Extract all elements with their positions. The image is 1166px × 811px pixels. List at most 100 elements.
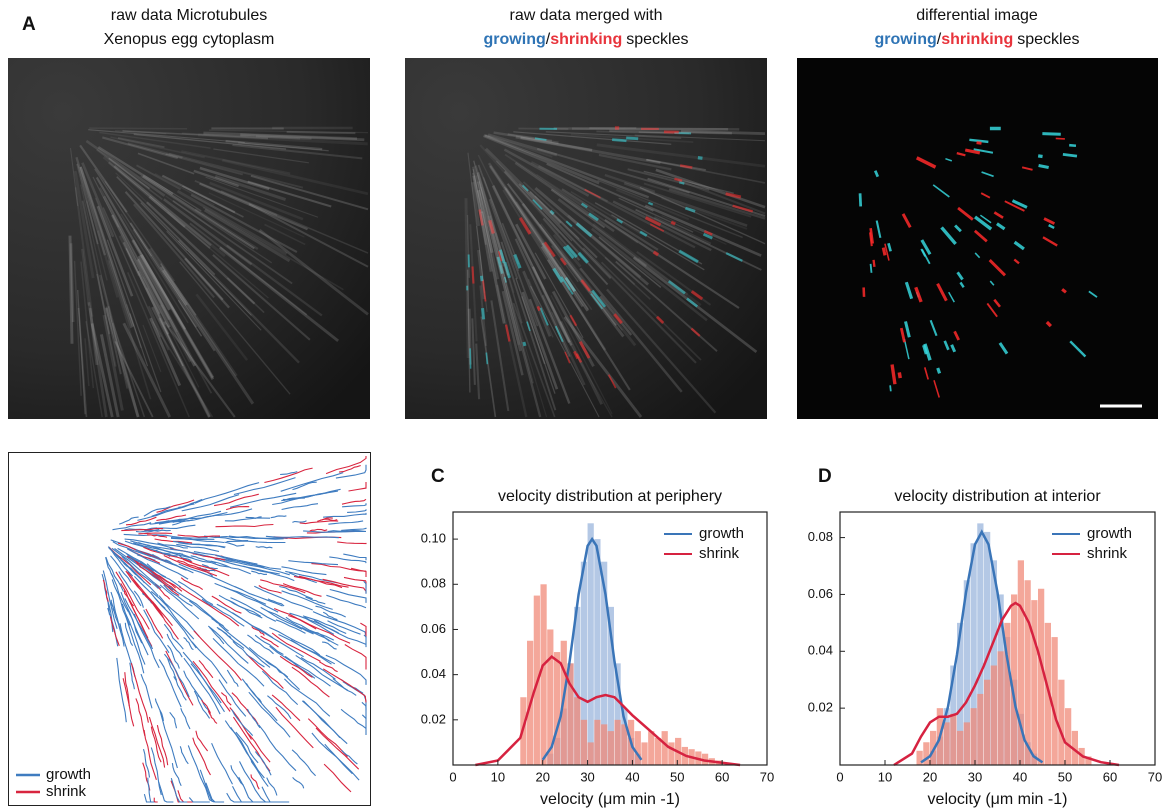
- speckle: [1042, 236, 1058, 247]
- track: [156, 514, 187, 522]
- track: [146, 563, 182, 588]
- track: [154, 583, 171, 600]
- track: [322, 668, 367, 703]
- streak: [165, 195, 213, 229]
- track: [262, 670, 299, 706]
- streak: [159, 266, 255, 405]
- x-tick-label: 60: [1103, 769, 1117, 784]
- streak: [102, 207, 162, 338]
- speckle: [521, 184, 529, 192]
- streak: [205, 176, 319, 218]
- speckle: [667, 280, 686, 295]
- histogram-bar: [957, 622, 964, 765]
- streak: [159, 304, 192, 363]
- streak: [618, 197, 694, 233]
- streak: [102, 136, 179, 160]
- track: [329, 588, 367, 603]
- track: [251, 570, 268, 575]
- track: [210, 560, 252, 575]
- speckle: [996, 222, 1006, 231]
- streak: [644, 204, 762, 257]
- speckle: [1045, 320, 1053, 328]
- streak: [240, 133, 365, 142]
- track: [108, 547, 159, 597]
- track: [182, 558, 230, 577]
- speckle: [725, 192, 742, 199]
- streak: [140, 254, 215, 379]
- track: [347, 509, 367, 513]
- title-part: Xenopus egg cytoplasm: [104, 31, 275, 48]
- title-part: differential image: [916, 7, 1038, 24]
- track: [300, 657, 336, 680]
- track: [214, 493, 259, 507]
- streak: [96, 148, 163, 201]
- track: [129, 662, 135, 690]
- track: [302, 615, 347, 635]
- speckle: [873, 170, 880, 178]
- track: [271, 632, 321, 662]
- track: [325, 654, 367, 685]
- streak: [655, 168, 766, 209]
- track: [188, 797, 210, 803]
- track: [144, 529, 171, 532]
- track: [192, 737, 211, 776]
- track: [183, 657, 221, 715]
- streak: [140, 175, 273, 264]
- streak: [102, 195, 171, 321]
- speckle: [543, 241, 556, 258]
- histogram-bar: [1044, 622, 1051, 765]
- track: [143, 729, 157, 780]
- track: [158, 595, 200, 637]
- histogram-bar: [963, 722, 970, 765]
- track: [226, 792, 246, 803]
- streak: [485, 133, 553, 158]
- streak: [108, 157, 150, 190]
- track: [182, 651, 222, 704]
- streak: [172, 200, 293, 285]
- track: [350, 567, 367, 577]
- streak: [471, 318, 476, 385]
- streak: [92, 176, 120, 228]
- streak: [69, 243, 75, 323]
- streak: [506, 183, 617, 326]
- streak: [232, 143, 363, 160]
- histogram-bar: [1011, 594, 1018, 765]
- track: [194, 482, 260, 504]
- streak: [226, 244, 323, 317]
- track: [137, 502, 195, 521]
- track: [281, 488, 341, 502]
- streak: [250, 174, 369, 211]
- streak: [116, 176, 216, 276]
- streak: [126, 271, 190, 418]
- track: [207, 625, 249, 664]
- track: [295, 654, 349, 691]
- track: [246, 708, 261, 729]
- streak: [96, 230, 119, 298]
- streak: [160, 263, 197, 316]
- track: [326, 594, 367, 609]
- speckle: [496, 256, 504, 274]
- title-part: shrinking: [550, 31, 622, 48]
- track: [102, 570, 118, 629]
- track: [212, 638, 265, 687]
- track: [130, 662, 149, 723]
- streak: [255, 135, 312, 141]
- streak: [567, 214, 642, 279]
- streak: [484, 134, 650, 199]
- speckle: [890, 364, 897, 385]
- track: [250, 760, 269, 787]
- streak: [505, 281, 548, 418]
- legend-label: growth: [699, 525, 744, 542]
- track: [309, 528, 328, 532]
- track: [191, 641, 228, 684]
- streak: [264, 223, 306, 246]
- histogram-bar: [580, 561, 588, 765]
- streak: [504, 187, 551, 254]
- streak: [546, 163, 654, 212]
- speckle: [503, 261, 511, 279]
- streak: [79, 166, 133, 329]
- speckle: [560, 276, 574, 295]
- streak: [133, 133, 287, 150]
- track: [322, 611, 338, 621]
